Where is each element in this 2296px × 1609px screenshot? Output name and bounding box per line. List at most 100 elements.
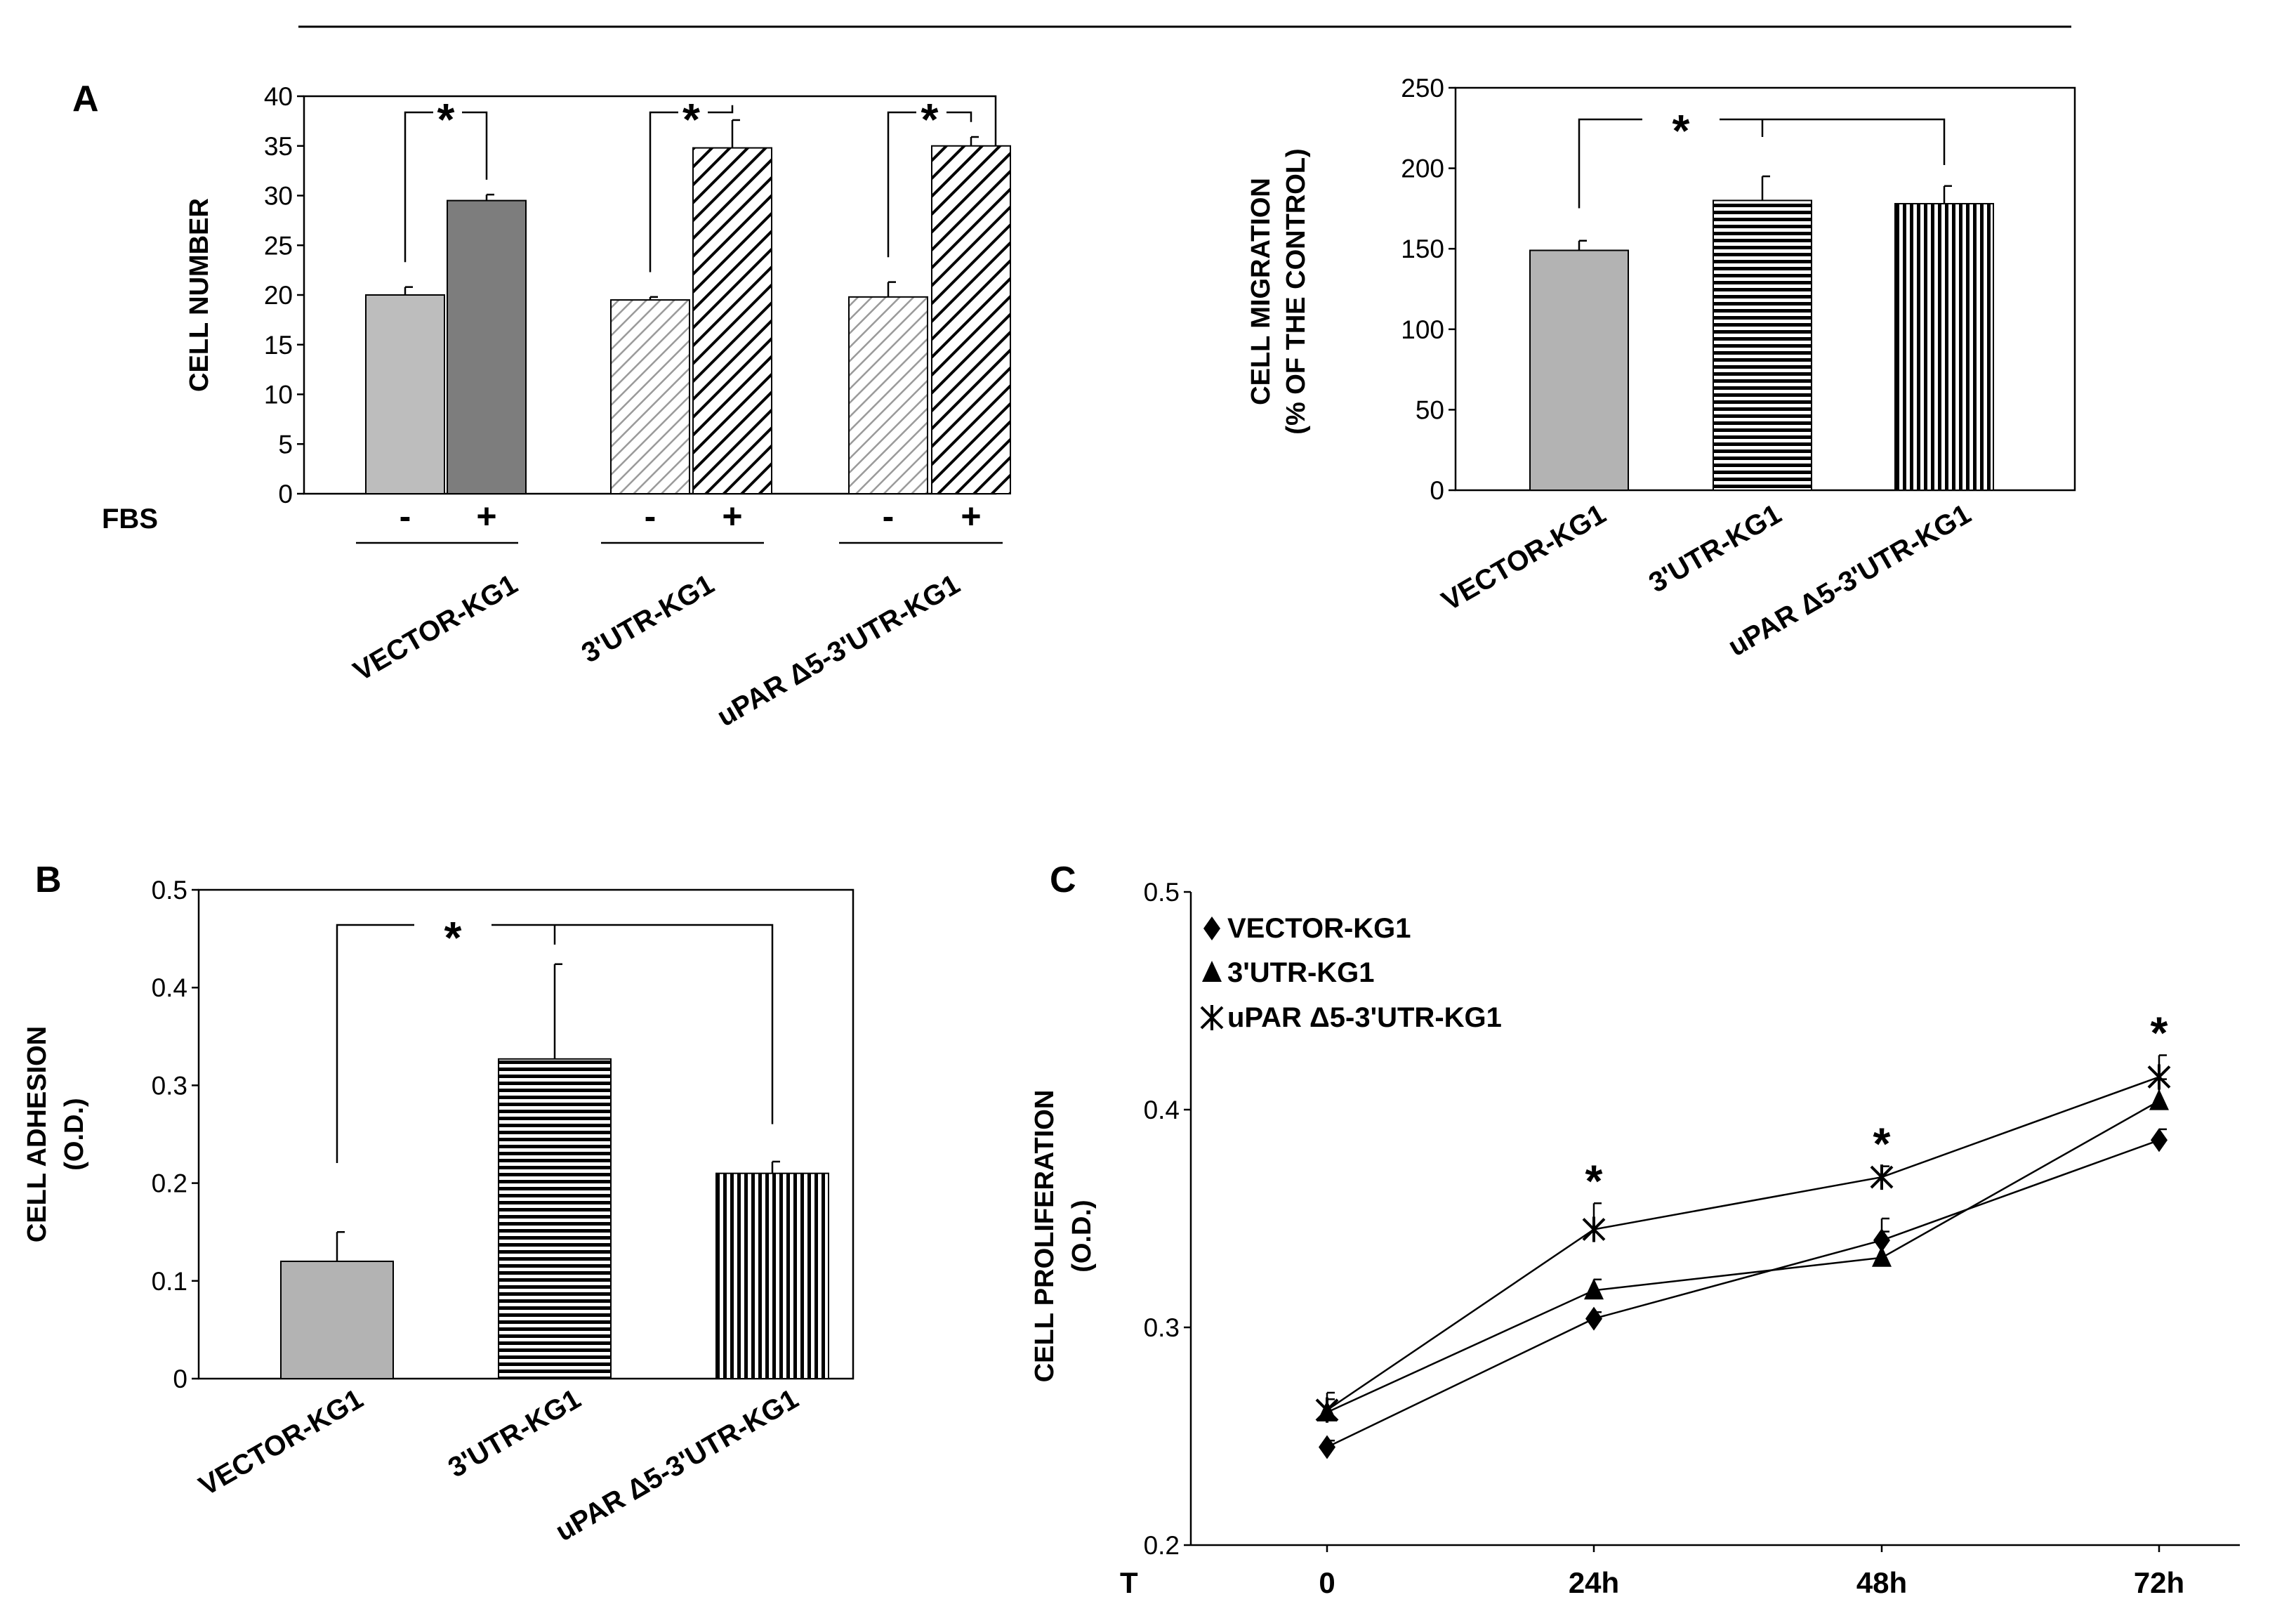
a1-y-tick-label: 0 — [278, 480, 293, 508]
a2-significance-star: * — [1672, 105, 1690, 156]
chart-cell-adhesion: 0 0.1 0.2 0.3 0.4 0.5 CELL ADHESION (O.D.) * VECT… — [22, 876, 855, 1548]
a2-significance-bracket — [1578, 118, 1642, 209]
a1-bar — [692, 147, 772, 495]
a1-y-tick-label: 30 — [264, 182, 293, 211]
c-legend-label: VECTOR-KG1 — [1227, 913, 1411, 944]
a1-significance-bracket — [404, 111, 433, 263]
c-y-tick-label: 0.3 — [1144, 1313, 1180, 1342]
a1-group-label: uPAR Δ5-3'UTR-KG1 — [712, 569, 965, 733]
a2-bar — [1713, 199, 1812, 491]
a1-fbs-sign: + — [476, 497, 496, 536]
chart-cell-number: 0 5 10 15 20 25 30 35 40 CELL NUMBER - + * - + * - + * FBS V… — [102, 82, 1011, 733]
b-y-tick-label: 0.4 — [152, 973, 187, 1002]
a2-y-axis-label: CELL MIGRATION — [1246, 178, 1276, 405]
b-category-label: VECTOR-KG1 — [194, 1384, 368, 1502]
chart-cell-proliferation: 0.2 0.3 0.4 0.5 CELL PROLIFERATION (O.D.) T 0 24… — [1030, 878, 2240, 1599]
a1-fbs-label: FBS — [102, 504, 158, 534]
c-legend-marker — [1200, 1005, 1224, 1030]
a1-bar — [447, 199, 527, 494]
a1-fbs-sign: + — [961, 497, 981, 536]
b-y-tick-label: 0.5 — [152, 876, 187, 905]
b-significance-bracket — [336, 924, 414, 1163]
panel-label-a: A — [72, 79, 99, 119]
a1-y-tick-label: 15 — [264, 331, 293, 360]
b-y-tick-label: 0.1 — [152, 1267, 187, 1296]
c-data-point — [2147, 1064, 2171, 1090]
c-y-tick-label: 0.5 — [1144, 878, 1180, 907]
a1-y-tick-label: 25 — [264, 231, 293, 260]
a2-y-tick-label: 100 — [1401, 315, 1444, 344]
a1-bar — [610, 299, 690, 494]
a1-significance-bracket — [887, 111, 916, 258]
a1-significance-star: * — [682, 94, 700, 145]
c-significance-star: * — [1873, 1119, 1891, 1169]
c-legend-marker — [1203, 917, 1220, 940]
b-bar — [280, 1260, 394, 1379]
a2-y-tick-label: 0 — [1430, 476, 1444, 505]
a1-y-tick-label: 40 — [264, 82, 293, 111]
c-data-point — [1584, 1278, 1604, 1300]
a1-fbs-sign: - — [645, 497, 657, 536]
c-y-tick-label: 0.2 — [1144, 1531, 1180, 1560]
a1-significance-bracket — [462, 111, 488, 180]
c-x-tick-label: 0 — [1319, 1566, 1335, 1599]
b-bar — [498, 1058, 612, 1380]
a1-fbs-sign: - — [883, 497, 895, 536]
chart-cell-migration: 0 50 100 150 200 250 CELL MIGRATION (% OF THE C… — [1246, 74, 2076, 662]
a2-category-label: 3'UTR-KG1 — [1644, 499, 1786, 599]
c-data-point — [1585, 1306, 1602, 1331]
a1-y-tick-label: 10 — [264, 381, 293, 409]
c-series-line — [1326, 1100, 2160, 1414]
a1-significance-bracket — [708, 105, 734, 114]
c-data-point — [2149, 1089, 2169, 1110]
a1-bar — [848, 296, 928, 494]
a2-y-tick-label: 200 — [1401, 155, 1444, 183]
c-data-point — [1582, 1216, 1606, 1242]
b-y-tick-label: 0.2 — [152, 1169, 187, 1198]
panel-label-c: C — [1050, 860, 1076, 900]
a2-significance-bracket — [1720, 118, 1946, 166]
b-y-axis-label-2: (O.D.) — [60, 1098, 89, 1170]
c-legend-label: 3'UTR-KG1 — [1227, 957, 1375, 988]
c-significance-star: * — [1585, 1155, 1603, 1206]
a1-group-label: VECTOR-KG1 — [348, 569, 522, 688]
a1-y-tick-label: 35 — [264, 132, 293, 161]
b-significance-star: * — [444, 912, 462, 963]
a1-bar — [931, 145, 1011, 494]
b-category-label: 3'UTR-KG1 — [443, 1384, 586, 1484]
a1-y-tick-label: 5 — [278, 430, 293, 459]
b-y-tick-label: 0 — [173, 1365, 187, 1393]
b-y-tick-label: 0.3 — [152, 1071, 187, 1100]
c-significance-star: * — [2151, 1008, 2168, 1058]
a2-bar — [1894, 203, 1994, 491]
a1-significance-star: * — [921, 94, 939, 145]
c-y-axis-label-2: (O.D.) — [1067, 1200, 1097, 1272]
c-y-tick-label: 0.4 — [1144, 1096, 1180, 1124]
c-legend-label: uPAR Δ5-3'UTR-KG1 — [1227, 1002, 1502, 1033]
a1-fbs-sign: + — [722, 497, 742, 536]
c-data-point — [1872, 1245, 1892, 1267]
a1-y-tick-label: 20 — [264, 281, 293, 310]
a2-y-tick-label: 150 — [1401, 235, 1444, 263]
a2-y-tick-label: 50 — [1416, 395, 1444, 424]
a1-significance-bracket — [946, 111, 972, 122]
c-x-tick-label: 72h — [2134, 1566, 2184, 1599]
c-data-point — [2151, 1128, 2168, 1152]
a2-y-tick-label: 250 — [1401, 74, 1444, 103]
a2-bar — [1529, 249, 1629, 491]
b-significance-bracket — [491, 924, 774, 1124]
a2-category-label: VECTOR-KG1 — [1437, 499, 1611, 617]
c-data-point — [1870, 1164, 1894, 1190]
c-legend-marker — [1202, 961, 1222, 982]
c-data-point — [1319, 1435, 1335, 1459]
b-y-axis-label: CELL ADHESION — [22, 1026, 52, 1242]
c-x-axis-title: T — [1120, 1566, 1138, 1599]
c-data-point — [1315, 1397, 1339, 1423]
a1-significance-bracket — [649, 111, 678, 272]
a1-fbs-sign: - — [400, 497, 411, 536]
c-y-axis-label: CELL PROLIFERATION — [1030, 1090, 1060, 1383]
b-bar — [715, 1172, 829, 1380]
a1-significance-star: * — [437, 94, 455, 145]
a1-bar — [365, 294, 445, 494]
b-category-label: uPAR Δ5-3'UTR-KG1 — [550, 1384, 804, 1548]
